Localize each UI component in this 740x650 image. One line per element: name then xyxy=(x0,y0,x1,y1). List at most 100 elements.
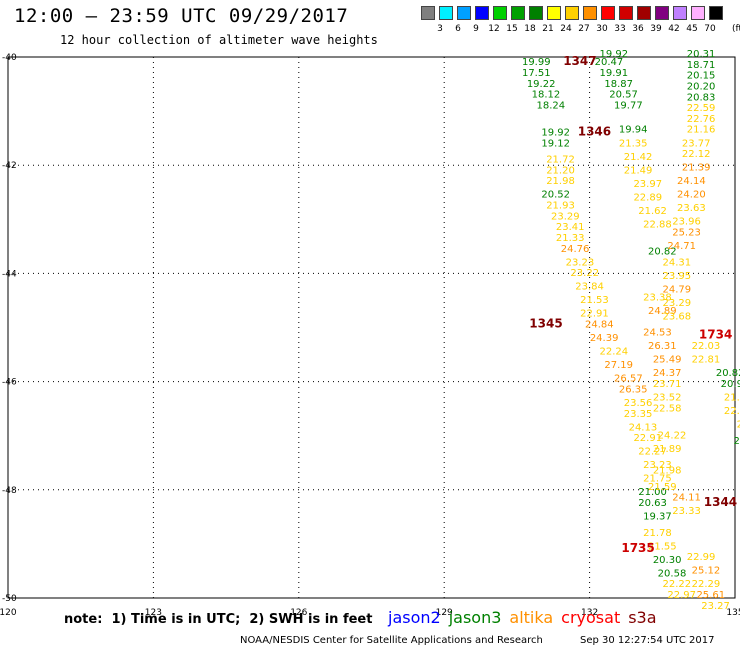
colorbar-label: 42 xyxy=(668,24,680,34)
legend-item-altika: altika xyxy=(509,608,554,627)
wave-height-point: 22.91 xyxy=(580,309,609,320)
wave-height-point: 18.71 xyxy=(687,60,716,71)
wave-height-point: 20.82 xyxy=(648,246,677,257)
wave-height-point: 19.77 xyxy=(614,100,643,111)
wave-height-point: 23.63 xyxy=(677,203,706,214)
wave-height-point: 22.81 xyxy=(692,355,721,366)
wave-height-point: 19.12 xyxy=(541,138,570,149)
x-tick-label: 120 xyxy=(0,608,17,618)
wave-height-point: 21.16 xyxy=(687,125,716,136)
colorbar-unit: (ft) xyxy=(732,24,740,34)
wave-height-point: 24.79 xyxy=(663,284,692,295)
colorbar-label: 70 xyxy=(704,24,716,34)
colorbar-swatch xyxy=(691,6,705,20)
wave-height-point: 22.22 xyxy=(663,579,692,590)
wave-height-point: 23.77 xyxy=(682,138,711,149)
wave-height-point: 24.22 xyxy=(658,430,687,441)
y-tick-label: -50 xyxy=(2,594,17,604)
wave-height-point: 23.84 xyxy=(575,282,604,293)
wave-height-point: 20 xyxy=(733,436,740,447)
wave-height-point: 20.63 xyxy=(638,498,667,509)
y-tick-label: -46 xyxy=(2,378,17,388)
wave-height-point: 19.94 xyxy=(619,125,648,136)
satellite-legend: jason2 jason3 altika cryosat s3a xyxy=(388,608,665,627)
wave-height-point: 21.93 xyxy=(546,200,575,211)
x-tick-label: 129 xyxy=(436,608,453,618)
wave-height-point: 27.19 xyxy=(604,360,633,371)
wave-height-point: 22.5 xyxy=(724,406,740,417)
wave-height-point: 20.83 xyxy=(687,92,716,103)
wave-height-point: 26.35 xyxy=(619,384,648,395)
wave-height-point: 25.49 xyxy=(653,355,682,366)
wave-height-point: 20.47 xyxy=(595,57,624,68)
wave-height-point: 24.37 xyxy=(653,368,682,379)
wave-height-point: 22.58 xyxy=(653,403,682,414)
wave-height-point: 19.92 xyxy=(541,127,570,138)
wave-height-point: 17.51 xyxy=(522,68,551,79)
wave-height-point: 23.38 xyxy=(643,292,672,303)
colorbar-swatch xyxy=(583,6,597,20)
colorbar-swatch xyxy=(601,6,615,20)
colorbar-swatch xyxy=(655,6,669,20)
x-tick-label: 135 xyxy=(726,608,740,618)
colorbar-swatch xyxy=(511,6,525,20)
wave-height-point: 18.24 xyxy=(537,100,566,111)
wave-height-point: 23.71 xyxy=(653,379,682,390)
colorbar-label: 36 xyxy=(632,24,644,34)
wave-height-point: 21.62 xyxy=(638,206,667,217)
colorbar-swatch xyxy=(565,6,579,20)
wave-height-point: 22.29 xyxy=(692,579,721,590)
note-text: note: 1) Time is in UTC; 2) SWH is in fe… xyxy=(64,612,373,627)
page-subtitle: 12 hour collection of altimeter wave hei… xyxy=(60,33,378,47)
wave-height-point: 23.56 xyxy=(624,398,653,409)
colorbar-swatch xyxy=(475,6,489,20)
wave-height-point: 25.23 xyxy=(672,228,701,239)
colorbar-label: 12 xyxy=(488,24,500,34)
wave-height-point: 24.20 xyxy=(677,190,706,201)
wave-height-point: 23.68 xyxy=(663,311,692,322)
wave-height-point: 18.12 xyxy=(532,90,561,101)
wave-height-point: 22.03 xyxy=(692,341,721,352)
wave-height-point: 24.13 xyxy=(629,422,658,433)
x-tick-label: 126 xyxy=(290,608,307,618)
wave-height-point: 21.2 xyxy=(724,393,740,404)
wave-height-point: 21.20 xyxy=(546,165,575,176)
wave-height-point: 26.57 xyxy=(614,374,643,385)
colorbar-swatch xyxy=(439,6,453,20)
wave-height-point: 24.76 xyxy=(561,244,590,255)
legend-item-jason3: jason3 xyxy=(448,608,502,627)
wave-height-point: 19.37 xyxy=(643,512,672,523)
y-tick-label: -48 xyxy=(2,486,17,496)
wave-height-point: 19.22 xyxy=(527,79,556,90)
wave-height-point: 24.71 xyxy=(667,241,696,252)
wave-height-point: 21.98 xyxy=(653,466,682,477)
wave-height-point: 2 xyxy=(737,420,740,431)
pass-time-label: 1735 xyxy=(621,541,654,555)
wave-height-point: 21.42 xyxy=(624,152,653,163)
wave-height-point: 18.87 xyxy=(604,79,633,90)
wave-height-point: 23.52 xyxy=(653,393,682,404)
wave-height-point: 21.35 xyxy=(619,138,648,149)
colorbar-label: 18 xyxy=(524,24,536,34)
wave-height-point: 23.23 xyxy=(566,257,595,268)
wave-height-point: 20.30 xyxy=(653,555,682,566)
pass-time-label: 1346 xyxy=(578,124,611,138)
colorbar-swatch xyxy=(457,6,471,20)
wave-height-point: 22.76 xyxy=(687,114,716,125)
wave-height-point: 21.39 xyxy=(682,163,711,174)
colorbar-swatch xyxy=(673,6,687,20)
footer-credit: NOAA/NESDIS Center for Satellite Applica… xyxy=(240,635,543,646)
colorbar-label: 6 xyxy=(455,24,461,34)
wave-height-point: 22.12 xyxy=(682,149,711,160)
wave-height-point: 24.84 xyxy=(585,320,614,331)
wave-height-point: 22.88 xyxy=(643,219,672,230)
wave-height-point: 21.49 xyxy=(624,165,653,176)
wave-height-point: 21.55 xyxy=(648,541,677,552)
colorbar-label: 15 xyxy=(506,24,518,34)
colorbar-swatch xyxy=(493,6,507,20)
x-tick-label: 123 xyxy=(145,608,162,618)
y-tick-label: -40 xyxy=(2,53,17,63)
wave-height-point: 20.57 xyxy=(609,90,638,101)
colorbar-label: 45 xyxy=(686,24,698,34)
